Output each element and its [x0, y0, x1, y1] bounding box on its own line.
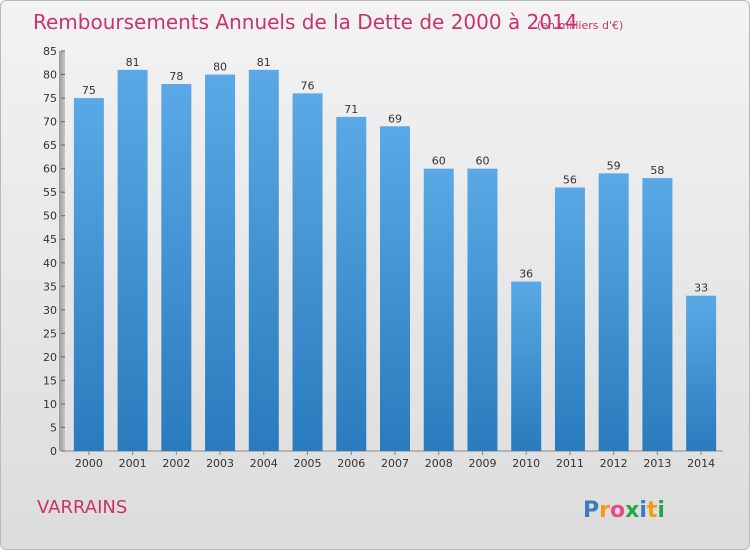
- data-label-2006: 71: [344, 103, 358, 116]
- bar-2011: [554, 187, 585, 451]
- x-tick-label-2007: 2007: [381, 457, 409, 470]
- y-tick-label: 25: [43, 327, 57, 340]
- logo-letter: x: [625, 498, 639, 523]
- y-tick-label: 40: [43, 257, 57, 270]
- x-tick-label-2013: 2013: [643, 457, 671, 470]
- proxiti-logo: Proxiti: [583, 498, 665, 523]
- x-tick-label-2003: 2003: [206, 457, 234, 470]
- y-tick-label: 70: [43, 116, 57, 129]
- logo-letter: t: [647, 498, 658, 523]
- bar-2002: [161, 83, 192, 452]
- y-tick-label: 35: [43, 280, 57, 293]
- bar-series: 75 81 78 80 81 76 71 69 60 60 36 56 59 58 33: [73, 56, 717, 452]
- data-label-2000: 75: [82, 84, 96, 97]
- x-tick-label-2004: 2004: [250, 457, 278, 470]
- bar-2013: [642, 178, 673, 451]
- y-tick-label: 15: [43, 374, 57, 387]
- bar-2012: [598, 173, 629, 451]
- bar-2008: [423, 168, 454, 451]
- bar-2005: [292, 93, 323, 452]
- bar-2014: [686, 295, 717, 451]
- y-tick-label: 80: [43, 69, 57, 82]
- y-tick-label: 60: [43, 163, 57, 176]
- x-tick-label-2000: 2000: [75, 457, 103, 470]
- bar-2007: [380, 126, 410, 451]
- y-axis-bar: [59, 51, 65, 451]
- x-tick-label-2002: 2002: [162, 457, 190, 470]
- y-axis: 0 5 10 15 20 25 30 35 40 45 50 55 60 65 70 75 80 85: [43, 45, 65, 458]
- y-tick-label: 65: [43, 139, 57, 152]
- chart-subtitle: (en milliers d'€): [537, 19, 623, 32]
- bar-2009: [467, 168, 498, 451]
- bar-2010: [511, 281, 542, 451]
- y-tick-label: 50: [43, 210, 57, 223]
- y-tick-label: 10: [43, 398, 57, 411]
- y-tick-label: 5: [50, 421, 57, 434]
- x-tick-label-2011: 2011: [556, 457, 584, 470]
- data-label-2008: 60: [432, 155, 446, 168]
- logo-letter: i: [657, 498, 665, 523]
- y-tick-label: 45: [43, 233, 57, 246]
- data-label-2005: 76: [301, 79, 315, 92]
- data-label-2001: 81: [126, 56, 140, 69]
- bar-2000: [73, 98, 104, 451]
- data-label-2003: 80: [213, 61, 227, 74]
- bar-2003: [205, 74, 236, 451]
- data-label-2002: 78: [169, 70, 183, 83]
- town-name: VARRAINS: [37, 497, 127, 518]
- data-label-2007: 69: [388, 112, 402, 125]
- data-label-2012: 59: [607, 159, 621, 172]
- y-tick-label: 75: [43, 92, 57, 105]
- x-tick-label-2001: 2001: [119, 457, 147, 470]
- logo-letter: i: [639, 498, 647, 523]
- x-tick-label-2014: 2014: [687, 457, 715, 470]
- bar-2004: [248, 69, 279, 451]
- logo-letter: r: [599, 498, 610, 523]
- bar-2006: [336, 116, 367, 451]
- data-label-2014: 33: [694, 282, 708, 295]
- x-axis: 2000 2001 2002 2003 2004 2005 2006 2007 2008 2009…: [65, 450, 723, 470]
- y-tick-label: 85: [43, 45, 57, 58]
- data-label-2011: 56: [563, 173, 577, 186]
- x-tick-label-2005: 2005: [294, 457, 322, 470]
- y-tick-label: 20: [43, 351, 57, 364]
- chart-title: Remboursements Annuels de la Dette de 20…: [33, 10, 577, 34]
- x-tick-label-2008: 2008: [425, 457, 453, 470]
- x-tick-label-2006: 2006: [337, 457, 365, 470]
- data-label-2009: 60: [475, 155, 489, 168]
- x-tick-label-2009: 2009: [468, 457, 496, 470]
- y-tick-label: 55: [43, 186, 57, 199]
- y-tick-label: 30: [43, 304, 57, 317]
- y-tick-label: 0: [50, 445, 57, 458]
- data-label-2013: 58: [650, 164, 664, 177]
- logo-letter: P: [583, 498, 599, 523]
- data-label-2004: 81: [257, 56, 271, 69]
- logo-letter: o: [610, 498, 625, 523]
- data-label-2010: 36: [519, 268, 533, 281]
- x-tick-label-2010: 2010: [512, 457, 540, 470]
- x-tick-label-2012: 2012: [600, 457, 628, 470]
- bar-2001: [117, 69, 148, 451]
